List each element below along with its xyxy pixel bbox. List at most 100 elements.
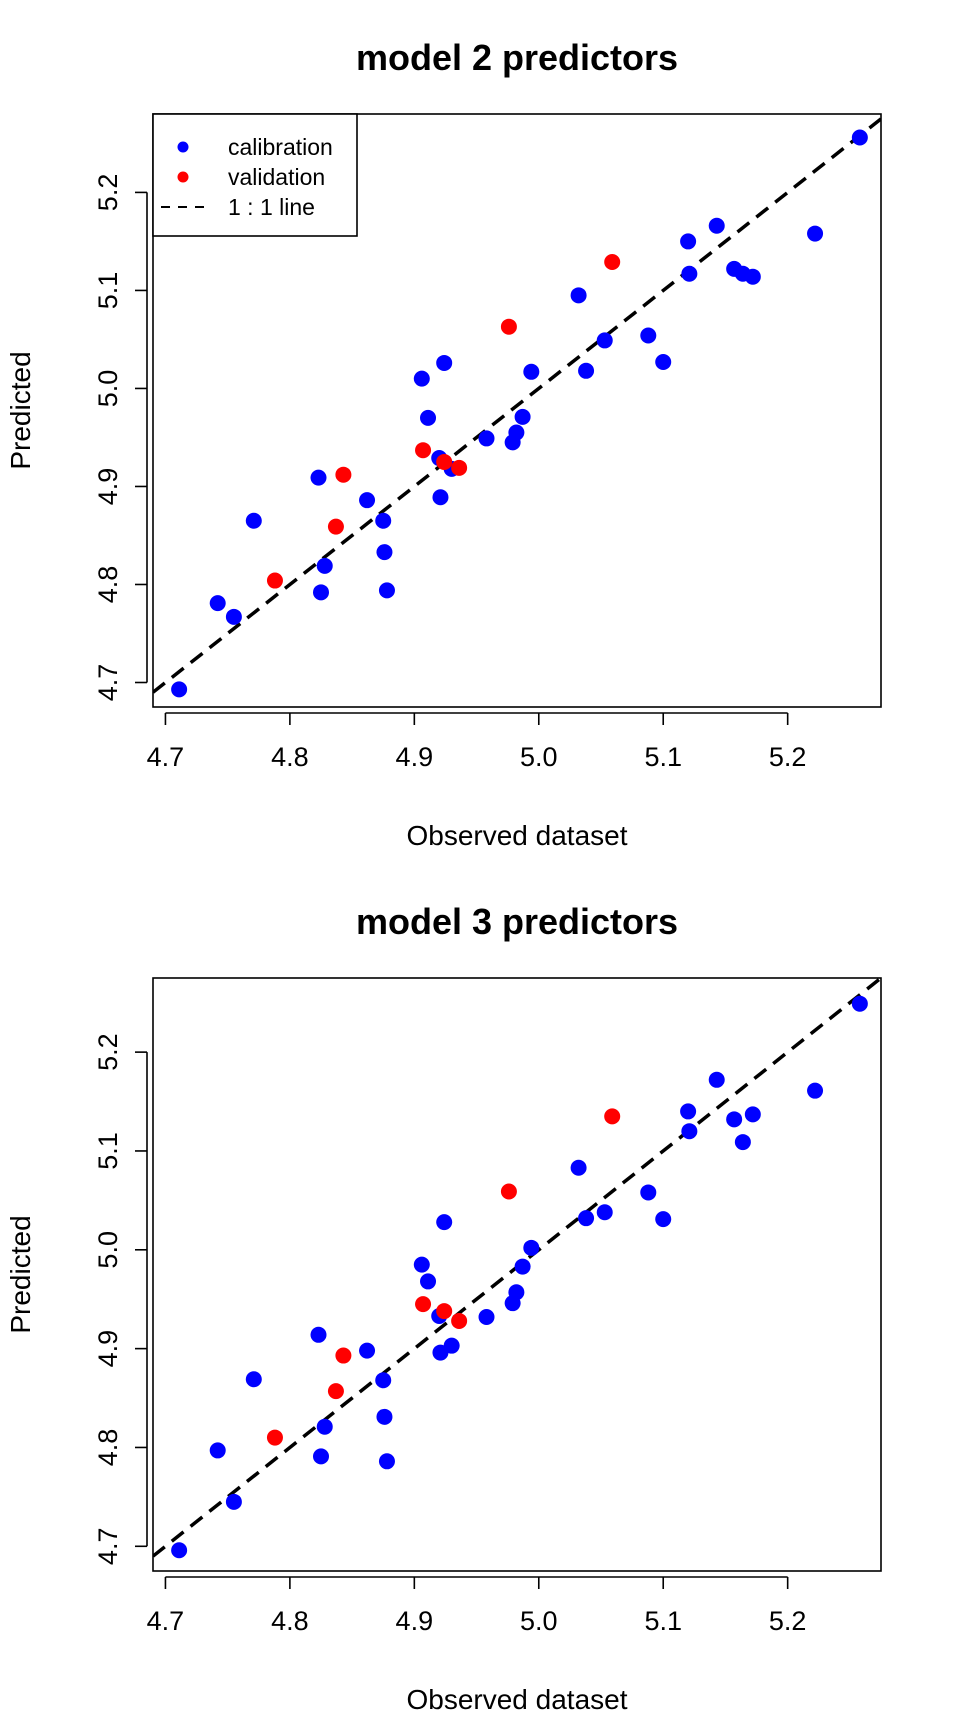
x-tick-label: 5.1 [644,1606,682,1636]
calibration-point-35 [851,129,868,146]
validation-point-7 [500,1183,517,1200]
x-tick-label: 5.2 [769,1606,807,1636]
calibration-point-28 [680,233,697,250]
calibration-point-1 [171,1542,188,1559]
plot-frame [152,977,882,1572]
calibration-point-27 [655,353,672,370]
validation-point-6 [451,1312,468,1329]
calibration-point-9 [375,512,392,529]
calibration-point-31 [726,1111,743,1128]
y-tick-label: 5.2 [93,1033,123,1071]
validation-point-3 [335,1347,352,1364]
calibration-point-12 [413,1256,430,1273]
calibration-point-24 [578,362,595,379]
calibration-point-13 [420,1273,437,1290]
validation-point-8 [604,254,621,271]
chart-panel-2: model 3 predictors Observed dataset Predic… [5,901,882,1715]
calibration-point-10 [376,544,393,561]
calibration-point-2 [209,1442,226,1459]
calibration-point-16 [436,354,453,371]
y-tick-label: 4.8 [93,1429,123,1467]
series-calibration [171,995,868,1559]
calibration-point-23 [570,1159,587,1176]
calibration-point-35 [851,995,868,1012]
calibration-point-29 [681,265,698,282]
y-tick-label: 5.1 [93,1132,123,1170]
calibration-point-7 [316,1418,333,1435]
calibration-point-22 [523,1239,540,1256]
validation-point-2 [327,1383,344,1400]
validation-point-5 [436,453,453,470]
calibration-point-24 [578,1210,595,1227]
chart-title: model 3 predictors [356,901,678,942]
calibration-point-6 [313,584,329,601]
x-tick-label: 4.9 [396,1606,434,1636]
calibration-point-1 [171,681,188,698]
y-tick-label: 4.9 [93,468,123,506]
x-tick-label: 5.0 [520,742,558,772]
calibration-point-5 [310,1326,327,1343]
calibration-point-29 [681,1123,698,1140]
plot-frame [152,113,882,708]
x-tick-label: 4.9 [396,742,434,772]
validation-point-1 [266,1429,283,1446]
calibration-point-8 [359,492,376,509]
calibration-point-30 [708,217,725,234]
legend: calibration validation 1 : 1 line [152,113,358,237]
x-tick-label: 4.8 [271,742,309,772]
calibration-point-10 [376,1408,393,1425]
calibration-point-3 [225,608,242,625]
calibration-point-18 [478,1308,495,1325]
y-tick-label: 4.7 [93,664,123,702]
calibration-point-23 [570,287,587,304]
calibration-point-22 [523,363,540,380]
x-axis-label: Observed dataset [406,1684,627,1715]
validation-point-3 [335,466,352,483]
series-validation [266,254,621,589]
calibration-point-28 [680,1103,697,1120]
calibration-point-12 [413,370,430,387]
x-tick-label: 4.7 [147,742,185,772]
calibration-point-13 [420,409,437,426]
y-tick-label: 4.8 [93,566,123,604]
x-tick-label: 4.7 [147,1606,185,1636]
calibration-point-5 [310,469,327,486]
x-axis-label: Observed dataset [406,820,627,851]
validation-point-4 [415,1296,432,1313]
calibration-point-25 [596,1204,613,1221]
calibration-point-26 [640,1184,657,1201]
validation-point-1 [266,572,283,589]
calibration-point-20 [508,424,525,441]
legend-marker-validation [177,171,189,183]
legend-label: calibration [228,134,333,160]
series-validation [266,1108,621,1446]
validation-point-6 [451,459,468,476]
calibration-point-16 [436,1214,453,1231]
calibration-point-34 [807,1082,824,1099]
validation-point-7 [500,318,517,335]
validation-point-8 [604,1108,621,1125]
calibration-point-17 [443,1337,460,1354]
calibration-point-11 [378,1453,395,1470]
x-tick-label: 4.8 [271,1606,309,1636]
calibration-point-20 [508,1284,525,1301]
calibration-point-11 [378,582,395,599]
calibration-point-7 [316,557,333,574]
y-tick-label: 5.0 [93,370,123,408]
calibration-point-32 [734,1134,751,1151]
y-tick-label: 4.9 [93,1330,123,1368]
calibration-point-2 [209,595,226,612]
calibration-point-33 [744,268,761,285]
calibration-point-3 [225,1493,242,1510]
calibration-point-15 [432,489,449,506]
legend-label: validation [228,164,325,190]
validation-point-5 [436,1303,453,1320]
calibration-point-27 [655,1211,672,1228]
calibration-point-4 [245,512,262,529]
y-axis-label: Predicted [5,1215,36,1333]
legend-marker-calibration [177,141,189,153]
calibration-point-26 [640,327,657,344]
validation-point-4 [415,442,432,459]
x-tick-label: 5.0 [520,1606,558,1636]
